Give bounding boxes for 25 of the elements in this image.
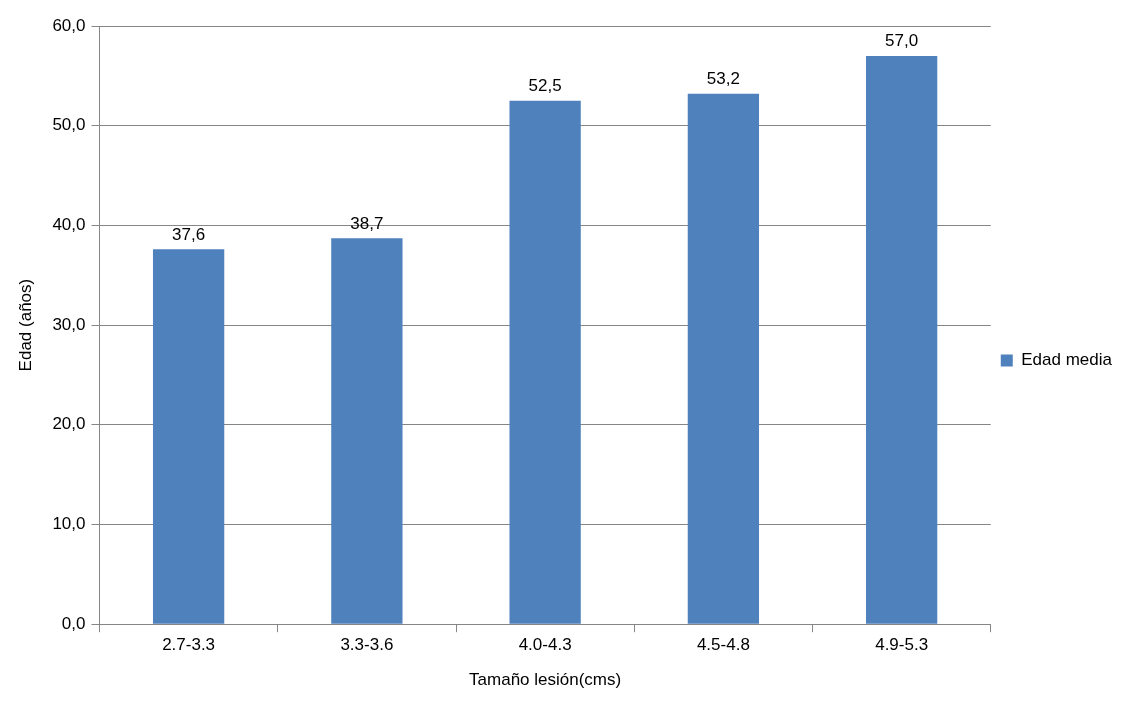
x-tick-label: 3.3-3.6 [340, 635, 394, 655]
y-tick-label: 50,0 [52, 115, 86, 135]
y-tick-label: 20,0 [52, 414, 86, 434]
data-label: 57,0 [885, 31, 919, 51]
data-label: 38,7 [350, 213, 384, 233]
bar [865, 55, 938, 624]
data-label: 52,5 [528, 75, 562, 95]
y-tick-label: 60,0 [52, 15, 86, 35]
data-label: 53,2 [706, 68, 740, 88]
y-tick-label: 0,0 [61, 613, 86, 633]
y-axis-title: Edad (años) [15, 278, 35, 372]
bar [152, 249, 225, 624]
y-tick-label: 10,0 [52, 514, 86, 534]
bar [687, 93, 760, 624]
bar [331, 238, 403, 624]
x-tick-label: 4.9-5.3 [875, 635, 929, 655]
x-tick-label: 4.5-4.8 [696, 635, 750, 655]
bar [509, 100, 581, 624]
x-tick-label: 4.0-4.3 [518, 635, 572, 655]
x-tick-label: 2.7-3.3 [162, 635, 216, 655]
data-label: 37,6 [172, 224, 206, 244]
x-axis-title: Tamaño lesión(cms) [469, 670, 622, 690]
y-tick-label: 40,0 [52, 215, 86, 235]
y-tick-label: 30,0 [52, 314, 86, 334]
legend-label: Edad media [1021, 350, 1113, 370]
